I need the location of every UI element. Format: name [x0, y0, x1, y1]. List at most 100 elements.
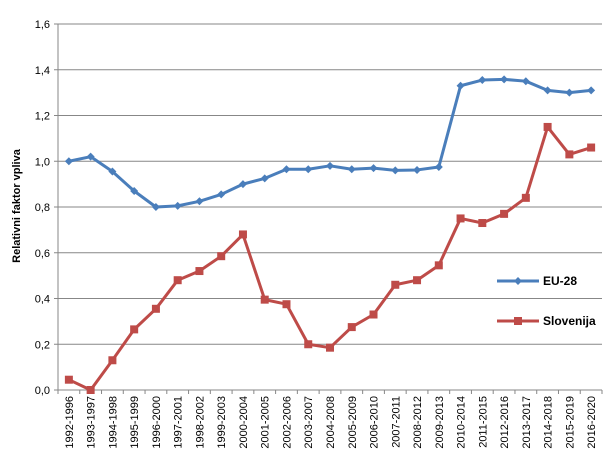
data-point	[326, 343, 334, 352]
x-axis-tick-labels: 1992-1996 1993-1997 1994-1998 1995-1999 1996…	[64, 396, 598, 449]
data-point	[347, 323, 356, 332]
y-axis-title: Relativni faktor vpliva	[11, 148, 23, 263]
y-tick-label: 0,8	[35, 202, 50, 214]
x-tick-label: 2004-2008	[325, 396, 337, 449]
legend-label: EU-28	[543, 274, 577, 288]
data-point	[500, 75, 509, 84]
data-point	[587, 86, 596, 95]
data-point	[151, 304, 160, 313]
data-point	[347, 165, 356, 174]
data-point	[413, 165, 422, 174]
data-point	[543, 122, 552, 131]
series-layer	[64, 75, 596, 394]
x-tick-label: 2000-2004	[238, 396, 250, 449]
data-point	[260, 295, 269, 304]
x-tick-label: 1994-1998	[107, 396, 119, 449]
y-tick-label: 0,4	[35, 294, 50, 306]
data-point	[413, 276, 422, 285]
data-point	[151, 203, 160, 211]
data-point	[108, 356, 117, 365]
data-point	[369, 164, 378, 173]
y-tick-label: 1,0	[35, 156, 50, 168]
series-slovenija	[64, 122, 596, 394]
series-eu-28	[64, 75, 596, 211]
data-point	[86, 152, 95, 161]
y-tick-label: 0,6	[35, 248, 50, 260]
data-point	[478, 76, 487, 85]
data-point	[304, 340, 313, 349]
data-point	[543, 86, 552, 95]
x-tick-label: 1996-2000	[151, 396, 163, 449]
x-tick-label: 2006-2010	[369, 396, 381, 449]
x-tick-label: 2008-2012	[412, 396, 424, 449]
data-point	[260, 174, 269, 183]
data-point	[64, 157, 73, 166]
data-point	[304, 165, 313, 174]
data-point	[173, 276, 182, 285]
x-tick-label: 1993-1997	[86, 396, 98, 449]
x-tick-label: 2016-2020	[586, 396, 598, 449]
x-tick-label: 2002-2006	[281, 396, 293, 449]
y-tick-label: 0,0	[35, 385, 50, 397]
x-tick-label: 1997-2001	[173, 396, 185, 449]
gridlines	[58, 23, 602, 345]
data-point	[391, 166, 400, 175]
x-tick-label: 2013-2017	[521, 396, 533, 449]
data-point	[108, 167, 117, 176]
x-tick-label: 2005-2009	[347, 396, 359, 449]
axes	[54, 23, 603, 394]
x-tick-label: 2014-2018	[543, 396, 555, 449]
x-tick-label: 1992-1996	[64, 396, 76, 449]
legend: EU-28 Slovenija	[497, 274, 596, 328]
data-point	[500, 209, 509, 218]
data-point	[478, 219, 487, 228]
data-point	[456, 214, 465, 223]
data-point	[434, 162, 443, 171]
x-tick-label: 2007-2011	[390, 396, 402, 448]
data-point	[565, 150, 574, 159]
series-line	[68, 77, 592, 209]
y-tick-label: 1,2	[35, 111, 50, 123]
data-point	[238, 230, 247, 239]
data-point	[521, 193, 530, 202]
x-tick-label: 2015-2019	[564, 396, 576, 449]
x-tick-label: 1999-2003	[216, 396, 228, 449]
data-point	[369, 310, 378, 319]
legend-label: Slovenija	[543, 314, 596, 328]
x-tick-label: 2009-2013	[434, 396, 446, 449]
y-tick-label: 1,6	[35, 19, 50, 31]
x-tick-label: 1995-1999	[129, 396, 141, 449]
data-point	[565, 88, 574, 97]
x-tick-label: 2011-2015	[477, 396, 489, 448]
legend-entry: EU-28	[497, 274, 577, 288]
data-point	[217, 190, 226, 199]
x-tick-label: 1998-2002	[194, 396, 206, 449]
data-point	[434, 261, 443, 270]
data-point	[456, 81, 465, 90]
x-tick-label: 2012-2016	[499, 396, 511, 449]
data-point	[282, 165, 291, 174]
y-tick-label: 0,2	[35, 339, 50, 351]
data-point	[195, 267, 204, 276]
y-axis-tick-labels: 0,0 0,2 0,4 0,6 0,8 1,0 1,2 1,4 1,6	[35, 19, 50, 397]
legend-marker	[514, 277, 522, 285]
x-tick-label: 2003-2007	[303, 396, 315, 449]
data-point	[195, 197, 204, 206]
data-point	[130, 325, 139, 334]
y-tick-label: 1,4	[35, 65, 50, 77]
data-point	[217, 252, 226, 261]
data-point	[130, 186, 139, 195]
data-point	[282, 300, 291, 309]
data-point	[521, 77, 530, 86]
data-point	[391, 280, 400, 289]
data-point	[238, 180, 247, 189]
legend-entry: Slovenija	[497, 314, 596, 328]
data-point	[587, 143, 596, 152]
data-point	[326, 161, 334, 170]
data-point	[86, 386, 95, 394]
data-point	[64, 375, 73, 384]
data-point	[173, 201, 182, 210]
x-tick-label: 2010-2014	[456, 396, 468, 449]
x-tick-label: 2001-2005	[260, 396, 272, 449]
